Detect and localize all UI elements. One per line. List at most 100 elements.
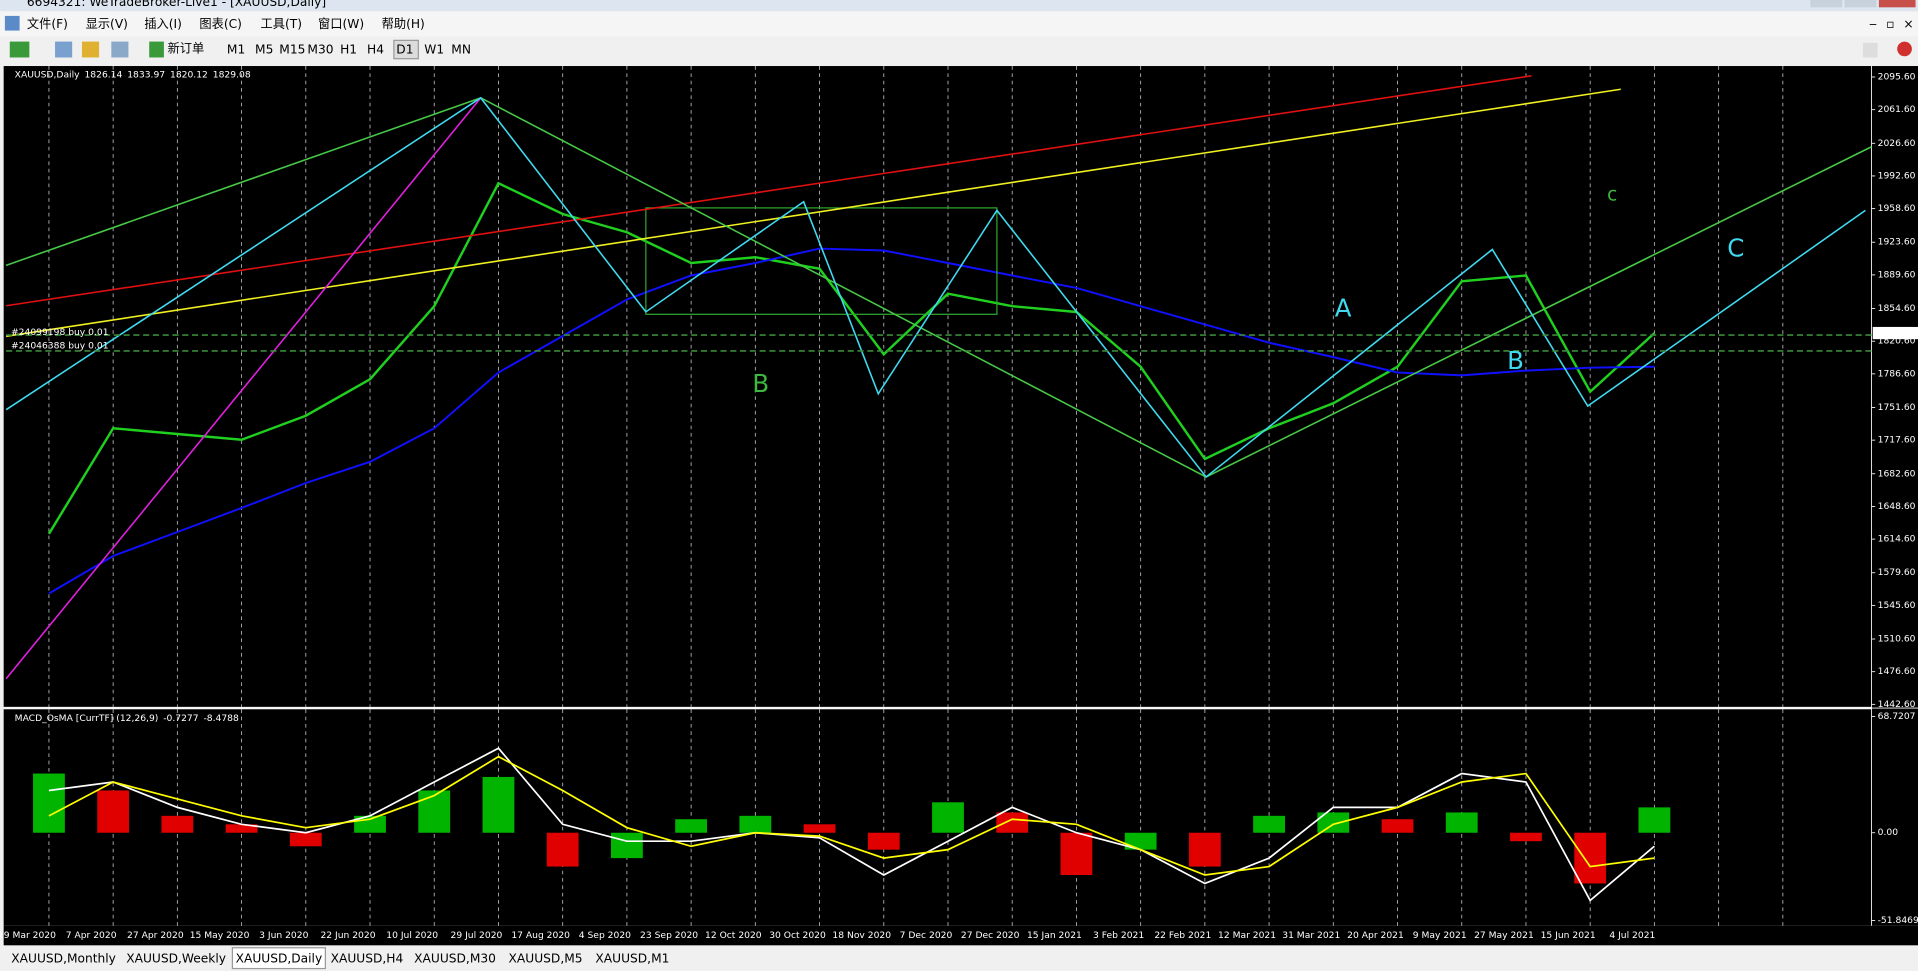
x-tick-label: 12 Mar 2021 [1218, 930, 1276, 941]
histogram-bar [675, 819, 708, 833]
timeframe-button[interactable]: M1 [227, 43, 245, 57]
chart-tab[interactable]: XAUUSD,Daily [236, 951, 323, 965]
timeframe-button[interactable]: D1 [396, 43, 413, 57]
title-bar [0, 0, 1918, 12]
x-tick-label: 18 Nov 2020 [832, 930, 891, 941]
histogram-bar [739, 815, 772, 833]
toolbar [0, 36, 1918, 64]
timeframe-button[interactable]: H4 [367, 43, 384, 57]
histogram-bar [610, 832, 643, 859]
timeframe-button[interactable]: MN [451, 43, 471, 57]
price-line [47, 181, 1656, 535]
timeframe-button[interactable]: W1 [424, 43, 444, 57]
chart-tab[interactable]: XAUUSD,Monthly [11, 951, 116, 965]
price-line [48, 247, 1655, 595]
y-tick-label: 1889.60 [1878, 269, 1916, 280]
x-tick-label: 3 Jun 2020 [259, 930, 308, 941]
x-tick-label: 22 Feb 2021 [1154, 930, 1211, 941]
wave-label: B [752, 369, 769, 398]
histogram-bar [1638, 807, 1671, 833]
timeframe-button[interactable]: M5 [255, 43, 273, 57]
order-label: #24046388 buy 0.01 [11, 341, 109, 352]
wave-label: C [1727, 233, 1744, 262]
x-tick-label: 27 May 2021 [1474, 930, 1534, 941]
y-tick-label: 68.7207 [1878, 711, 1916, 722]
x-tick-label: 15 Jan 2021 [1027, 930, 1082, 941]
header-value: -0.7277 [163, 712, 199, 723]
menu-item[interactable]: 显示(V) [86, 17, 128, 31]
y-tick-label: 2095.60 [1878, 71, 1916, 82]
histogram-bar [867, 832, 900, 850]
menu-item[interactable]: 图表(C) [199, 17, 242, 31]
x-tick-label: 27 Dec 2020 [961, 930, 1020, 941]
histogram-bar [1510, 832, 1542, 842]
menu-item[interactable]: 插入(I) [144, 17, 182, 31]
histogram-bar [97, 790, 130, 833]
x-tick-label: 7 Apr 2020 [66, 930, 117, 941]
header-value: 1829.08 [213, 69, 251, 80]
x-tick-label: 10 Jul 2020 [386, 930, 438, 941]
menu-item[interactable]: 窗口(W) [318, 17, 364, 31]
new-order-button[interactable]: 新订单 [168, 40, 205, 55]
x-tick-label: 27 Apr 2020 [127, 930, 184, 941]
y-tick-label: 1614.60 [1878, 534, 1916, 545]
chart-tab[interactable]: XAUUSD,H4 [331, 951, 404, 965]
timeframe-button[interactable]: H1 [340, 43, 357, 57]
histogram-bar [1124, 832, 1157, 850]
menu-item[interactable]: 文件(F) [27, 16, 68, 31]
active-tab [231, 947, 326, 970]
y-tick-label: 1682.60 [1878, 468, 1916, 479]
chart-header: MACD_OsMA [CurrTF] (12,26,9) -0.7277 -8.47… [15, 712, 239, 723]
histogram-bar [1445, 812, 1478, 833]
chart-tab[interactable]: XAUUSD,M1 [595, 951, 669, 965]
main-chart-bg [3, 66, 1872, 707]
header-value: 1833.97 [127, 69, 165, 80]
chart-tab[interactable]: XAUUSD,M5 [509, 951, 583, 965]
date-axis-bg [3, 925, 1918, 946]
histogram-bar [1188, 832, 1221, 867]
x-tick-label: 15 May 2020 [190, 930, 250, 941]
window-controls[interactable] [1810, 0, 1916, 8]
x-tick-label: 31 Mar 2021 [1282, 930, 1340, 941]
current-price-box [1872, 326, 1918, 340]
histogram-bar [1253, 815, 1285, 833]
histogram-bar [1381, 819, 1414, 833]
x-tick-label: 15 Jun 2021 [1541, 930, 1596, 941]
y-tick-label: 1442.60 [1878, 699, 1916, 710]
mdi-controls[interactable]: ‒ ▫ × [1869, 17, 1914, 31]
y-tick-label: 1648.60 [1878, 501, 1916, 512]
y-tick-label: 0.00 [1878, 827, 1899, 838]
header-value: 1820.12 [170, 69, 208, 80]
toolbar-icons[interactable] [9, 41, 1912, 58]
chart-tab[interactable]: XAUUSD,Weekly [126, 951, 226, 965]
header-value: XAUUSD,Daily [15, 69, 80, 80]
chart-header: XAUUSD,Daily 1826.14 1833.97 1820.12 1829.08 [15, 69, 251, 80]
histogram-bar [996, 812, 1029, 833]
current-price-label: 1829.08 [1878, 328, 1916, 339]
chart-tab[interactable]: XAUUSD,M30 [414, 951, 496, 965]
wave-label: B [1507, 346, 1524, 375]
menu-item[interactable]: 帮助(H) [382, 17, 425, 31]
timeframe-button[interactable]: M15 [279, 43, 305, 57]
menu-item[interactable]: 工具(T) [261, 17, 302, 31]
y-tick-label: -51.8469 [1878, 915, 1918, 926]
x-tick-label: 30 Oct 2020 [769, 930, 826, 941]
price-axis-bg [1871, 66, 1918, 926]
y-tick-label: 1820.60 [1878, 336, 1916, 347]
x-tick-label: 22 Jun 2020 [320, 930, 375, 941]
timeframe-button[interactable]: M30 [307, 43, 333, 57]
menu-bar [0, 12, 1918, 37]
histogram-bar [1317, 812, 1350, 833]
histogram-bar [418, 790, 451, 833]
y-tick-label: 1476.60 [1878, 666, 1916, 677]
y-tick-label: 1923.60 [1878, 237, 1916, 248]
header-value: -8.4788 [203, 712, 239, 723]
wave-label: c [1607, 185, 1617, 206]
y-tick-label: 1854.60 [1878, 303, 1916, 314]
macd-line [48, 747, 1655, 902]
histogram-bar [225, 824, 258, 833]
histogram-bar [932, 802, 964, 833]
x-tick-label: 19 Mar 2020 [0, 930, 56, 941]
